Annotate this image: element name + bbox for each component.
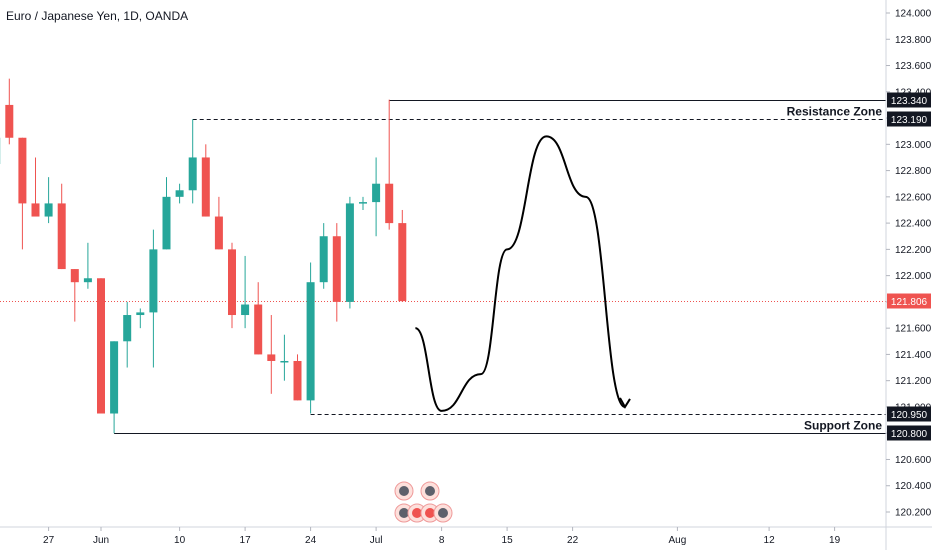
time-tick-label: 19 [829, 535, 841, 546]
zone-label: Support Zone [804, 419, 882, 433]
candle-body [5, 104, 14, 138]
candle-body [18, 137, 27, 204]
price-tag-label: 120.800 [891, 429, 928, 440]
candle-body [398, 223, 407, 302]
event-icon-dot [425, 486, 435, 496]
candle-body [149, 249, 158, 313]
price-tick-label: 120.200 [895, 508, 932, 519]
candle-body [83, 278, 92, 283]
price-tick-label: 120.400 [895, 481, 932, 492]
event-icon-dot [399, 486, 409, 496]
price-tick-label: 120.600 [895, 455, 932, 466]
zone-label: Resistance Zone [787, 105, 883, 119]
time-tick-label: 12 [764, 535, 776, 546]
candle-body [345, 203, 354, 302]
candle-body [175, 190, 184, 197]
time-tick-label: Jul [370, 535, 383, 546]
candle-body [44, 203, 53, 217]
price-tick-label: 122.600 [895, 192, 932, 203]
candle-body [57, 203, 66, 270]
event-indicators[interactable] [394, 481, 453, 523]
candle-body [332, 236, 341, 302]
candle-body [97, 278, 105, 414]
event-icon-dot [425, 508, 435, 518]
time-tick-label: Aug [669, 535, 687, 546]
price-tag-label: 120.950 [891, 410, 928, 421]
time-tick-label: 8 [439, 535, 445, 546]
time-tick-label: 24 [305, 535, 317, 546]
candle-body [110, 341, 119, 414]
candle-body [293, 360, 302, 401]
price-tick-label: 122.000 [895, 271, 932, 282]
event-icon-dot [399, 508, 409, 518]
price-tick-label: 123.800 [895, 35, 932, 46]
candle-body [70, 269, 79, 283]
event-icon-dot [438, 508, 448, 518]
candle-body [241, 304, 250, 316]
candle-body [136, 312, 145, 316]
price-tag-label: 123.190 [891, 115, 928, 126]
chart-title: Euro / Japanese Yen, 1D, OANDA [6, 9, 189, 23]
price-tick-label: 123.600 [895, 61, 932, 72]
candle-body [254, 304, 263, 355]
time-tick-label: 15 [502, 535, 514, 546]
price-tick-label: 122.400 [895, 219, 932, 230]
time-tick-label: 22 [567, 535, 579, 546]
price-tag-box [887, 92, 931, 108]
price-tick-label: 121.400 [895, 350, 932, 361]
price-levels: Resistance Zone Support Zone [0, 100, 886, 434]
arrow-head [619, 397, 631, 409]
candle-body [201, 157, 210, 217]
price-tick-label: 122.200 [895, 245, 932, 256]
price-tick-label: 121.200 [895, 376, 932, 387]
price-tags: 123.190 123.340 121.806 120.950 120.800 [887, 92, 931, 441]
price-tag-box [887, 111, 931, 127]
projection-arrow [414, 135, 631, 412]
price-axis[interactable]: 120.200120.400120.600120.800121.000121.2… [885, 0, 932, 550]
price-tag-label: 123.340 [891, 96, 928, 107]
price-tag-box [887, 293, 931, 309]
price-tag-box [887, 425, 931, 441]
projection-curve [414, 135, 626, 412]
candle-body [280, 360, 289, 363]
candles [0, 78, 407, 434]
time-tick-label: 17 [240, 535, 252, 546]
price-tick-label: 121.600 [895, 324, 932, 335]
price-tick-label: 124.000 [895, 9, 932, 20]
candle-body [359, 202, 367, 204]
time-tick-label: Jun [93, 535, 109, 546]
price-tag-label: 121.806 [891, 297, 928, 308]
time-tick-label: 10 [174, 535, 186, 546]
candle-body [385, 183, 394, 224]
price-tick-label: 123.000 [895, 140, 932, 151]
candle-body [214, 216, 223, 250]
candle-body [267, 354, 276, 361]
candle-body [31, 203, 40, 217]
time-tick-label: 27 [43, 535, 55, 546]
candle-body [228, 249, 236, 316]
candle-body [188, 157, 197, 191]
candle-body [319, 236, 328, 283]
candle-body [372, 183, 381, 203]
candle-body [162, 196, 171, 250]
time-axis[interactable]: 27 Jun 10 17 24 Jul 8 15 22 Aug 12 19 [0, 526, 932, 546]
price-tick-label: 122.800 [895, 166, 932, 177]
price-tag-box [887, 406, 931, 422]
candle-body [123, 315, 132, 342]
candle-body [306, 282, 315, 401]
event-icon-dot [412, 508, 422, 518]
